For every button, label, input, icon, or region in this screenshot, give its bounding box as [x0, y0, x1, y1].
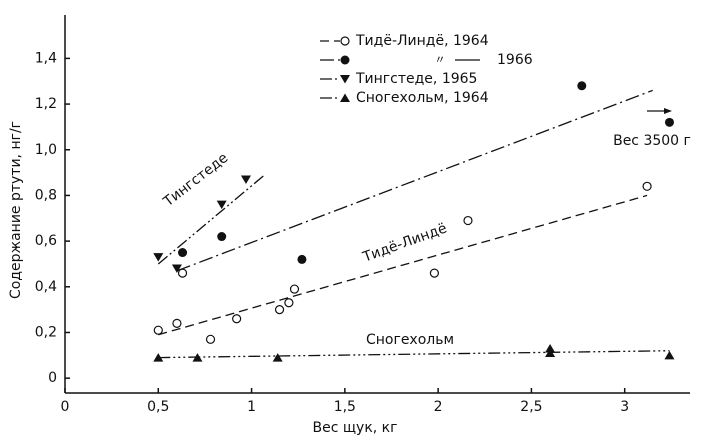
- y-tick-label: 0,8: [35, 187, 57, 203]
- y-tick-label: 0,4: [35, 279, 57, 295]
- annotation-arrowhead: [664, 108, 672, 114]
- point: [664, 117, 674, 127]
- point: [205, 334, 216, 344]
- x-tick-label: 2,5: [520, 399, 542, 415]
- annotation: Вес 3500 г: [613, 133, 691, 149]
- y-tick-label: 0,6: [35, 233, 57, 249]
- point: [216, 200, 227, 210]
- x-tick-label: 2: [434, 399, 443, 415]
- legend-label: Тидё-Линдё, 1964: [355, 33, 489, 49]
- x-tick-label: 0,5: [147, 399, 169, 415]
- point: [429, 268, 440, 278]
- y-tick-label: 1,4: [35, 50, 57, 66]
- point: [153, 253, 164, 262]
- x-tick-label: 1: [247, 399, 256, 415]
- legend-label: Тингстеде, 1965: [355, 71, 477, 87]
- point: [577, 81, 587, 91]
- point: [272, 353, 283, 362]
- legend-marker: [340, 93, 350, 102]
- legend-marker: [340, 36, 350, 46]
- y-tick-label: 1,0: [35, 142, 57, 158]
- y-axis-label: Содержание ртути, нг/г: [8, 121, 24, 299]
- legend-label: Сногехольм, 1964: [356, 90, 489, 106]
- point: [284, 298, 294, 308]
- annotation: Сногехольм: [366, 332, 454, 348]
- point: [232, 314, 242, 324]
- legend-marker: [340, 75, 350, 84]
- legend-marker: [340, 55, 350, 65]
- legend-ditto: 〃: [435, 53, 446, 66]
- x-tick-label: 0: [61, 399, 70, 415]
- point: [171, 264, 182, 274]
- point: [274, 305, 285, 315]
- legend-label: 1966: [497, 52, 533, 68]
- x-tick-label: 3: [620, 399, 629, 415]
- point: [463, 215, 473, 226]
- point: [545, 343, 556, 353]
- point: [217, 232, 227, 242]
- point: [545, 348, 556, 358]
- point: [289, 284, 300, 294]
- x-axis-label: Вес щук, кг: [312, 420, 397, 436]
- trend-line: [176, 89, 653, 272]
- point: [642, 181, 652, 191]
- point: [192, 353, 203, 362]
- point: [172, 318, 182, 328]
- point: [664, 350, 675, 360]
- x-tick-label: 1,5: [334, 399, 356, 415]
- point: [178, 248, 188, 258]
- point: [297, 254, 307, 264]
- y-tick-label: 0: [48, 370, 57, 386]
- y-tick-label: 0,2: [35, 324, 57, 340]
- point: [153, 325, 163, 335]
- trend-line: [158, 350, 670, 359]
- y-tick-label: 1,2: [35, 96, 57, 112]
- trend-line: [157, 174, 266, 265]
- point: [240, 175, 251, 184]
- annotation: Тидё-Линдё: [360, 220, 449, 266]
- point: [153, 353, 164, 362]
- trend-line: [158, 194, 648, 336]
